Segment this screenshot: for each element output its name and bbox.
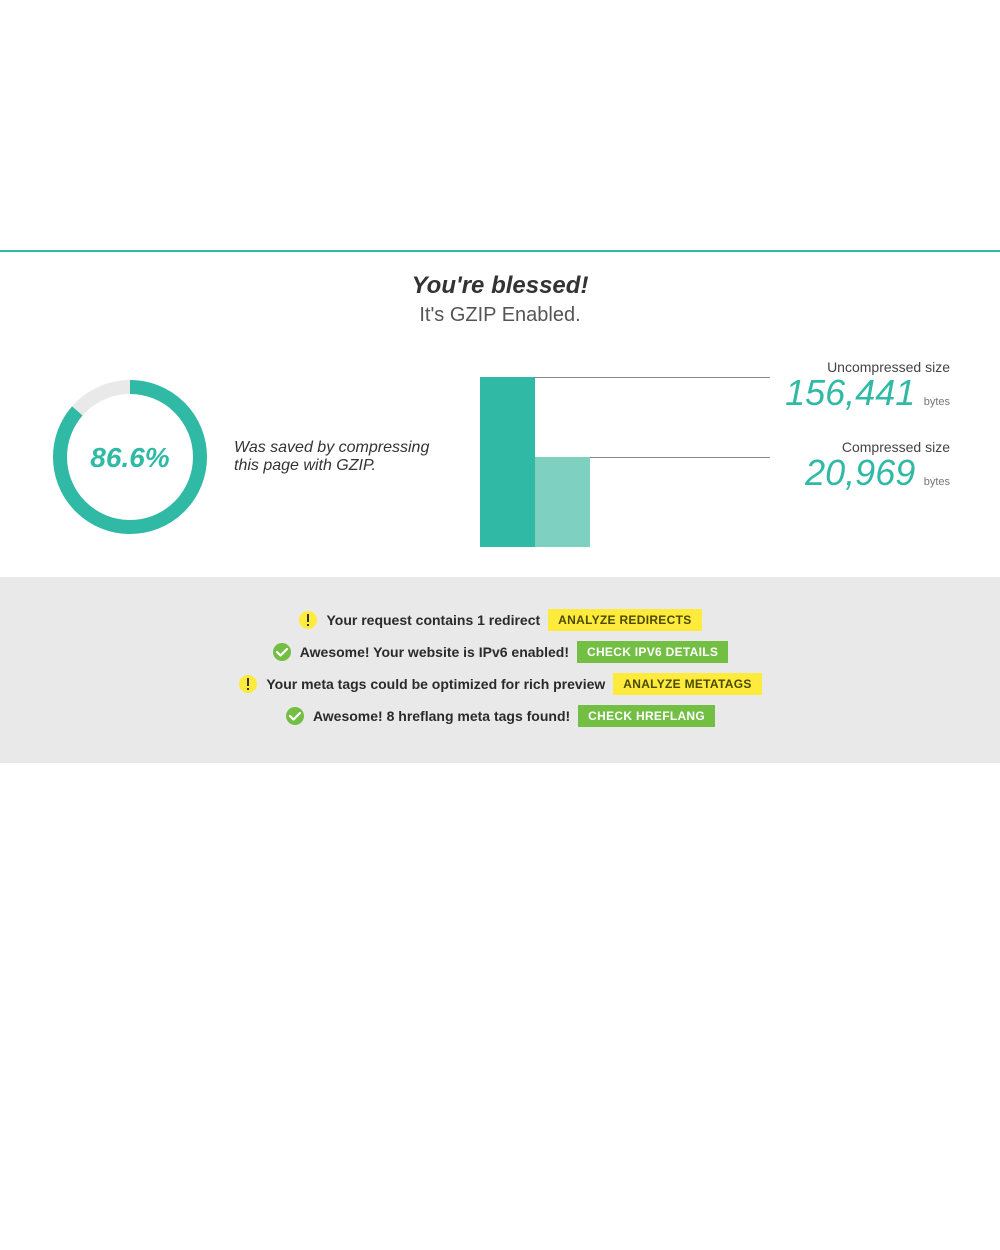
check-text: Your meta tags could be optimized for ri… (266, 676, 605, 692)
check-row: Your meta tags could be optimized for ri… (0, 673, 1000, 695)
size-bars-block: Uncompressed size 156,441 bytes Compress… (480, 367, 960, 547)
compressed-size-block: Compressed size 20,969 bytes (805, 439, 950, 491)
analyze-button[interactable]: ANALYZE METATAGS (613, 673, 761, 695)
compressed-value: 20,969 (805, 452, 915, 493)
uncompressed-size-block: Uncompressed size 156,441 bytes (785, 359, 950, 411)
uncompressed-value: 156,441 (785, 372, 915, 413)
uncompressed-bar (480, 377, 535, 547)
size-bars (480, 377, 590, 547)
uncompressed-connector (535, 377, 770, 378)
check-button[interactable]: CHECK HREFLANG (578, 705, 715, 727)
check-row: Awesome! 8 hreflang meta tags found! CHEC… (0, 705, 1000, 727)
page-title: You're blessed! (0, 272, 1000, 300)
compressed-unit: bytes (924, 476, 950, 488)
warning-icon (298, 610, 318, 630)
savings-ring-block: 86.6% Was saved by compressing this page… (50, 377, 480, 537)
check-icon (272, 642, 292, 662)
check-text: Awesome! 8 hreflang meta tags found! (313, 708, 570, 724)
analyze-button[interactable]: ANALYZE REDIRECTS (548, 609, 701, 631)
check-button[interactable]: CHECK IPV6 DETAILS (577, 641, 728, 663)
warning-icon (238, 674, 258, 694)
checks-panel: Your request contains 1 redirect ANALYZE … (0, 577, 1000, 763)
check-text: Awesome! Your website is IPv6 enabled! (300, 644, 569, 660)
savings-percent-label: 86.6% (90, 442, 169, 473)
section-divider (0, 250, 1000, 252)
check-row: Awesome! Your website is IPv6 enabled! CH… (0, 641, 1000, 663)
page-subtitle: It's GZIP Enabled. (0, 304, 1000, 327)
check-row: Your request contains 1 redirect ANALYZE … (0, 609, 1000, 631)
compressed-bar (535, 457, 590, 547)
check-text: Your request contains 1 redirect (326, 612, 540, 628)
savings-caption: Was saved by compressing this page with … (234, 439, 444, 475)
savings-ring-chart: 86.6% (50, 377, 210, 537)
compressed-connector (590, 457, 770, 458)
page-container: You're blessed! It's GZIP Enabled. 86.6%… (0, 250, 1000, 763)
uncompressed-unit: bytes (924, 396, 950, 408)
check-icon (285, 706, 305, 726)
stats-row: 86.6% Was saved by compressing this page… (0, 367, 1000, 547)
header: You're blessed! It's GZIP Enabled. (0, 272, 1000, 327)
